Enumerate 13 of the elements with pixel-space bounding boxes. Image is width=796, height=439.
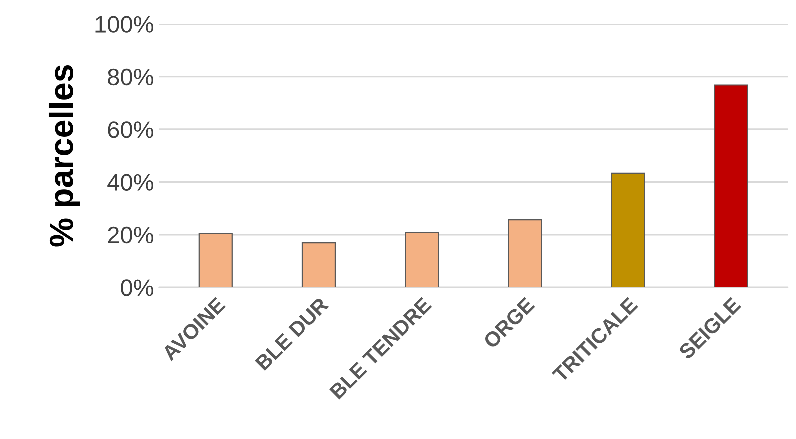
y-tick-label: 80%: [108, 68, 154, 86]
bar: [302, 242, 336, 288]
y-tick-label: 60%: [108, 122, 154, 138]
y-tick-label: 100%: [96, 16, 154, 33]
bar: [611, 172, 646, 288]
bar: [198, 233, 233, 288]
y-tick-label: 0%: [121, 280, 154, 296]
bar: [508, 220, 542, 288]
bar: [714, 84, 748, 288]
y-tick-label: 40%: [108, 174, 154, 191]
y-axis-title: % parcelles: [48, 65, 80, 247]
bar: [405, 232, 440, 288]
y-tick-label: 20%: [108, 226, 154, 244]
